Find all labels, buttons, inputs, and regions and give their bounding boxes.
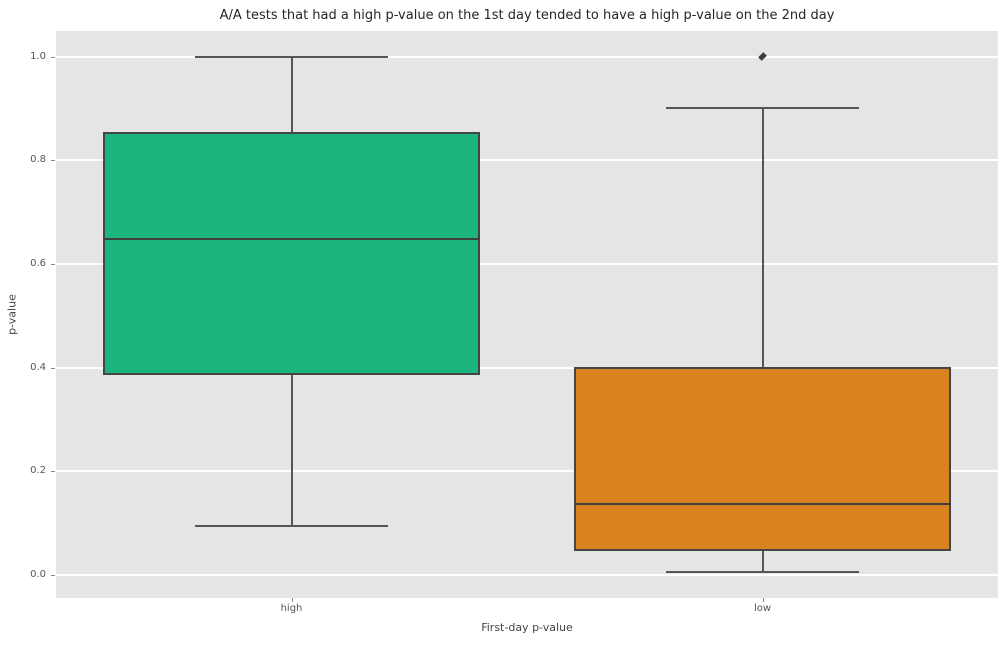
y-tick-mark [51,264,55,265]
y-tick-label: 1.0 [30,50,46,62]
y-tick-label: 0.8 [30,154,46,166]
x-tick-mark [762,598,764,602]
y-tick-mark [51,160,55,162]
whisker-cap-upper-high [195,55,388,58]
y-tick-label: 0.6 [30,258,46,269]
y-axis-label: p-value [5,294,19,335]
median-low [574,502,951,505]
chart-title: A/A tests that had a high p-value on the… [219,8,835,23]
box-high [103,131,480,376]
whisker-cap-lower-low [666,571,859,574]
median-high [103,238,480,241]
y-tick-label: 0.4 [30,361,46,373]
y-gridline [56,366,998,369]
whisker-upper-high [290,56,293,132]
x-tick-label-low: low [753,603,772,614]
y-tick-mark [51,56,55,58]
y-gridline [56,573,998,576]
outlier-low [758,52,767,62]
whisker-cap-upper-low [666,106,859,109]
x-tick-label-high: high [280,603,303,614]
y-tick-mark [51,574,55,576]
whisker-cap-lower-high [195,524,388,527]
y-gridline [56,55,998,58]
y-gridline [56,263,998,265]
y-tick-label: 0.2 [30,465,46,477]
box-low [574,367,951,551]
x-axis-label: First-day p-value [481,621,573,634]
y-gridline [56,159,998,162]
plot-area [56,31,998,598]
y-tick-label: 0.0 [30,568,46,580]
x-tick-mark [291,598,293,602]
y-tick-mark [51,367,55,369]
y-gridline [56,470,998,473]
whisker-upper-low [761,107,764,368]
y-tick-mark [51,471,55,473]
whisker-lower-low [761,550,764,573]
whisker-lower-high [290,375,293,526]
